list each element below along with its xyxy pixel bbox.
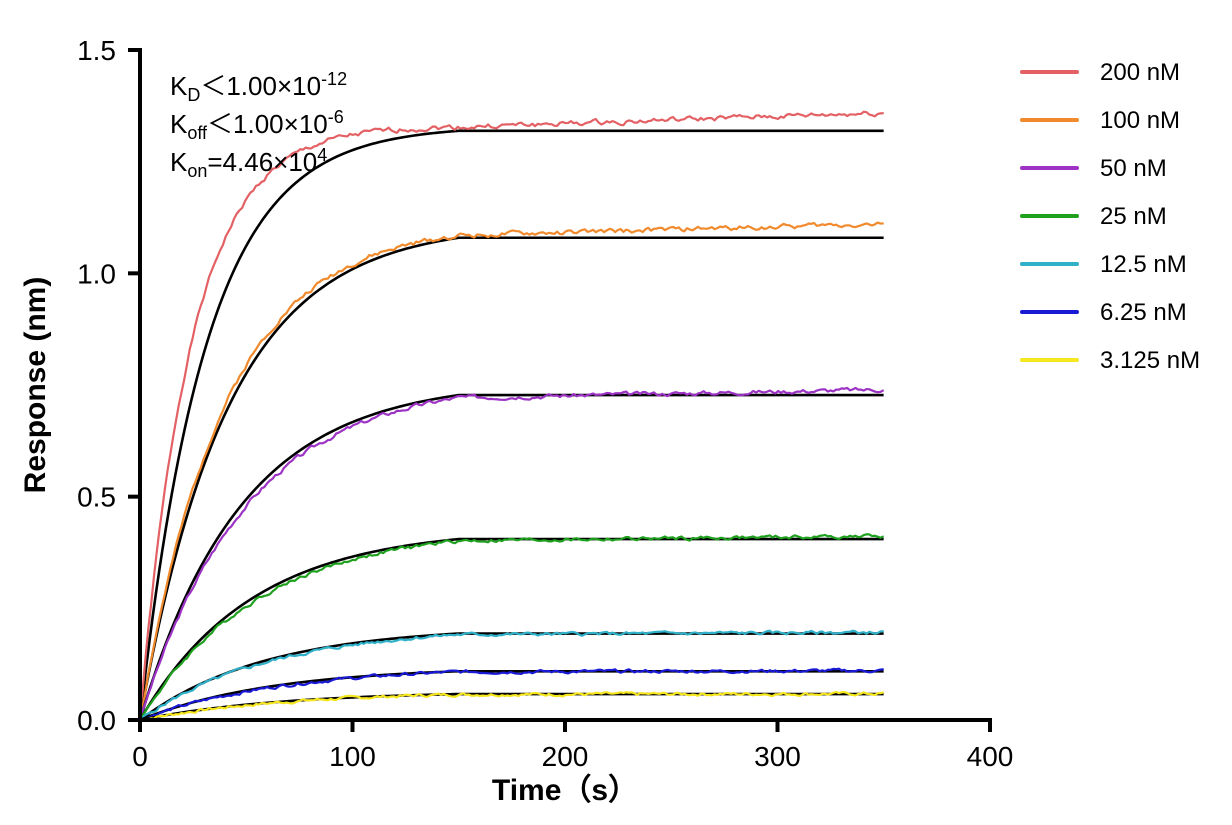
legend-label: 100 nM [1100, 107, 1180, 134]
sensorgram-chart: 0 100 200 300 400 0.0 0.5 1.0 1.5 Time（s） Response… [0, 0, 1232, 825]
y-tick-label: 0.0 [77, 705, 116, 736]
legend-label: 25 nM [1100, 203, 1167, 230]
x-tick-label: 100 [329, 741, 376, 772]
legend-label: 6.25 nM [1100, 299, 1187, 326]
y-tick-label: 1.0 [77, 258, 116, 289]
x-tick-label: 0 [132, 741, 148, 772]
x-axis-title: Time（s） [492, 773, 638, 807]
x-tick-label: 400 [967, 741, 1014, 772]
y-axis-title: Response (nm) [19, 277, 52, 494]
legend-label: 200 nM [1100, 59, 1180, 86]
y-tick-label: 1.5 [77, 35, 116, 66]
legend-label: 3.125 nM [1100, 347, 1200, 374]
y-tick-label: 0.5 [77, 482, 116, 513]
legend-label: 50 nM [1100, 155, 1167, 182]
x-tick-label: 300 [754, 741, 801, 772]
chart-container: 0 100 200 300 400 0.0 0.5 1.0 1.5 Time（s） Response… [0, 0, 1232, 825]
legend-label: 12.5 nM [1100, 251, 1187, 278]
x-tick-label: 200 [542, 741, 589, 772]
